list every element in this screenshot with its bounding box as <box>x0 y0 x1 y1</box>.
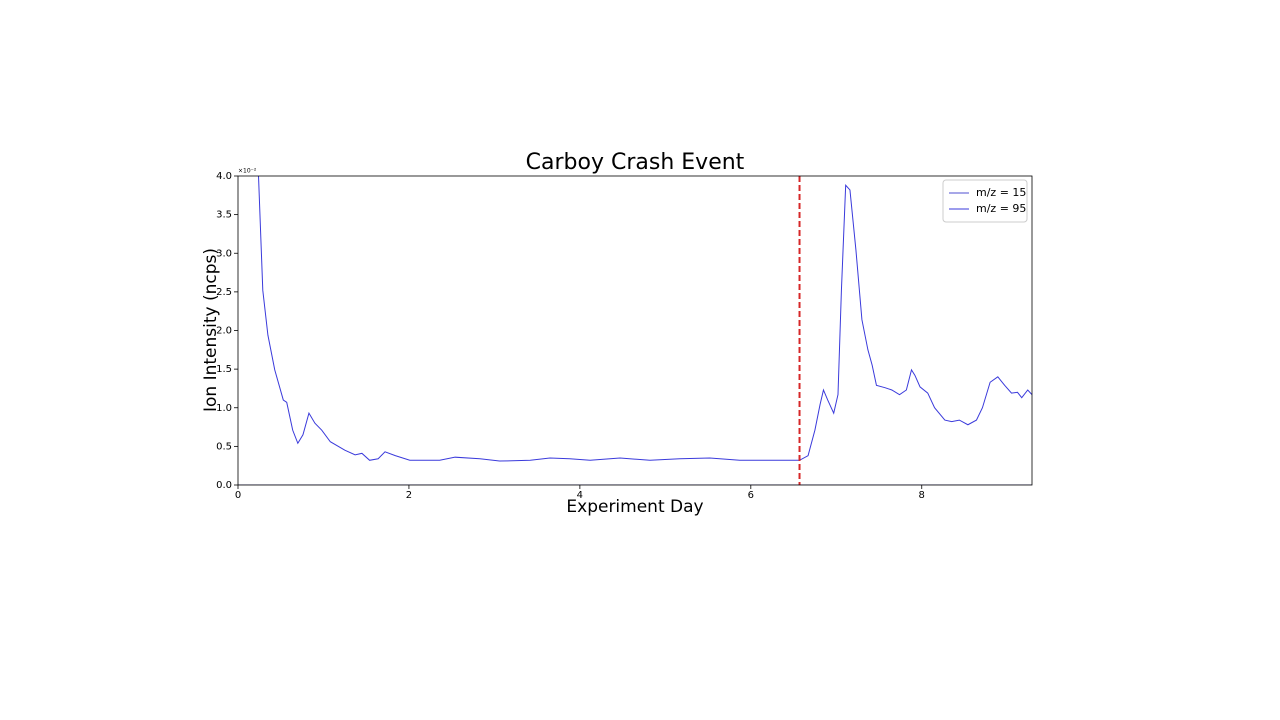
series-line <box>258 176 1032 462</box>
x-axis-label: Experiment Day <box>566 497 703 517</box>
y-tick-label: 1.0 <box>216 403 232 414</box>
y-offset-text: ×10⁻² <box>238 168 257 175</box>
legend-box <box>942 179 1028 223</box>
x-tick-label: 8 <box>919 490 925 501</box>
y-tick-label: 0.5 <box>216 441 232 452</box>
y-tick-label: 3.5 <box>216 210 232 221</box>
y-tick-label: 2.5 <box>216 287 232 298</box>
y-tick-label: 1.5 <box>216 364 232 375</box>
x-tick-label: 4 <box>577 490 583 501</box>
legend-label: m/z = 15 <box>976 186 1026 199</box>
y-tick-label: 3.0 <box>216 248 232 259</box>
y-tick-label: 2.0 <box>216 326 232 337</box>
legend-label: m/z = 95 <box>976 202 1026 215</box>
x-tick-label: 0 <box>235 490 241 501</box>
y-tick-label: 0.0 <box>216 480 232 491</box>
x-tick-label: 6 <box>748 490 754 501</box>
chart-title: Carboy Crash Event <box>526 150 745 175</box>
y-tick-label: 4.0 <box>216 171 232 182</box>
plot-frame <box>237 175 1033 486</box>
y-axis-label: Ion Intensity (ncps) <box>201 248 221 412</box>
x-tick-label: 2 <box>406 490 412 501</box>
